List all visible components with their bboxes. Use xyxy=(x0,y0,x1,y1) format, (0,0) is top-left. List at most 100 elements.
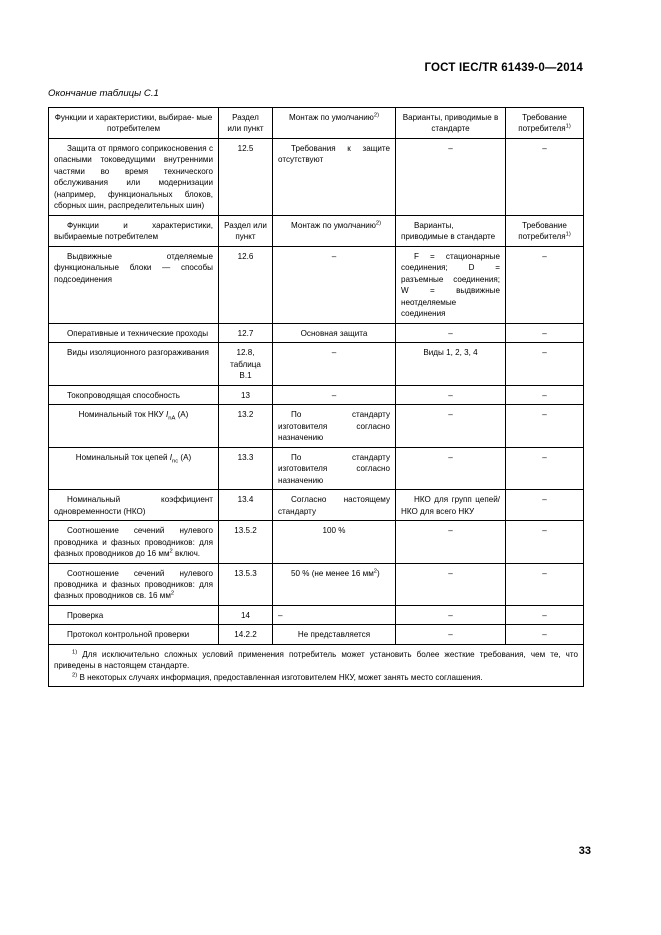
cell-options: F = стационарные соединения; D = разъемн… xyxy=(395,245,506,324)
cell-clause: 13.3 xyxy=(218,446,273,491)
footnote-2: 2) В некоторых случаях информация, предо… xyxy=(72,672,483,682)
table-repeated-header-row: Функции и характеристики, выбираемые пот… xyxy=(48,214,584,247)
header-cell-options: Варианты, приводимые в стандарте xyxy=(395,107,506,139)
cell-default: – xyxy=(272,604,396,626)
cell-clause: 12.6 xyxy=(218,245,273,324)
header-cell-requirement: Требование потребителя1) xyxy=(505,107,584,139)
table-header-row: Функции и характеристики, выбирае- мые п… xyxy=(48,107,584,139)
cell-clause: 13.4 xyxy=(218,489,273,522)
cell-function: Виды изоляционного разгораживания xyxy=(48,342,219,386)
standard-header: ГОСТ IEC/TR 61439-0—2014 xyxy=(424,62,583,74)
table-row: Номинальный коэффициент одновременности … xyxy=(48,489,584,522)
footnote-marker-2: 2) xyxy=(373,112,380,119)
cell-clause: 14 xyxy=(218,604,273,626)
cell-options: НКО для групп цепей/ НКО для всего НКУ xyxy=(395,489,506,522)
current-symbol: I xyxy=(169,452,173,462)
cell-requirement: – xyxy=(505,562,584,606)
table-row: Номинальный ток НКУ InA (A) 13.2 По стан… xyxy=(48,404,584,448)
cell-requirement: – xyxy=(505,446,584,491)
cell-options: – xyxy=(395,562,506,606)
table-row: Соотношение сечений нулевого проводника … xyxy=(48,562,584,606)
specification-table: Функции и характеристики, выбирае- мые п… xyxy=(48,107,584,688)
cell-requirement: – xyxy=(505,624,584,645)
cell-clause: 12.7 xyxy=(218,322,273,344)
table-caption: Окончание таблицы С.1 xyxy=(48,88,159,99)
cell-options: – xyxy=(395,404,506,448)
page-number: 33 xyxy=(578,845,591,857)
square-exponent: 2 xyxy=(170,590,175,597)
table-row: Проверка 14 – – – xyxy=(48,604,584,626)
current-symbol: I xyxy=(165,410,169,420)
header-cell-function: Функции и характеристики, выбирае- мые п… xyxy=(48,107,219,139)
cell-default: 50 % (не менее 16 мм2) xyxy=(272,562,396,606)
cell-clause: 12.5 xyxy=(218,137,273,216)
cell-function: Протокол контрольной проверки xyxy=(48,624,219,645)
cell-default: – xyxy=(272,245,396,324)
cell-requirement: – xyxy=(505,520,584,564)
table-row: Номинальный ток цепей Inc (A) 13.3 По ст… xyxy=(48,446,584,491)
cell-options: – xyxy=(395,322,506,344)
cell-default: Монтаж по умолчанию2) xyxy=(272,214,396,247)
cell-options: – xyxy=(395,520,506,564)
cell-function: Выдвижные отделяемые функциональные блок… xyxy=(48,245,219,324)
cell-options: – xyxy=(395,604,506,626)
table-footnotes-row: 1) Для исключительно сложных условий при… xyxy=(48,643,584,688)
cell-requirement: – xyxy=(505,342,584,386)
cell-default: Требования к защите отсутствуют xyxy=(272,137,396,216)
cell-clause: Раздел или пункт xyxy=(218,214,273,247)
header-cell-default: Монтаж по умолчанию2) xyxy=(272,107,396,139)
cell-requirement: – xyxy=(505,137,584,216)
cell-clause: 13 xyxy=(218,384,273,406)
cell-requirement: – xyxy=(505,489,584,522)
table-row: Токопроводящая способность 13 – – – xyxy=(48,384,584,406)
footnote-marker-1: 1) xyxy=(565,231,571,238)
cell-default: 100 % xyxy=(272,520,396,564)
cell-function: Защита от прямого соприкосновения с опас… xyxy=(48,137,219,216)
footnote-marker-2: 2) xyxy=(375,220,382,227)
cell-default: Не представляется xyxy=(272,624,396,645)
cell-function: Токопроводящая способность xyxy=(48,384,219,406)
cell-options: Варианты, приводимые в стандарте xyxy=(395,214,506,247)
cell-function: Проверка xyxy=(48,604,219,626)
cell-function: Оперативные и технические проходы xyxy=(48,322,219,344)
current-subscript: nA xyxy=(168,415,176,422)
square-exponent: 2 xyxy=(169,548,173,555)
table-row: Оперативные и технические проходы 12.7 О… xyxy=(48,322,584,344)
cell-function: Номинальный ток НКУ InA (A) xyxy=(48,404,219,448)
cell-requirement: – xyxy=(505,245,584,324)
cell-function: Номинальный коэффициент одновременности … xyxy=(48,489,219,522)
footnotes-cell: 1) Для исключительно сложных условий при… xyxy=(48,643,584,688)
table-row: Защита от прямого соприкосновения с опас… xyxy=(48,137,584,216)
footnote-1: 1) Для исключительно сложных условий при… xyxy=(54,649,578,671)
cell-options: – xyxy=(395,384,506,406)
cell-function: Функции и характеристики, выбираемые пот… xyxy=(48,214,219,247)
cell-requirement: – xyxy=(505,404,584,448)
header-cell-clause: Раздел или пункт xyxy=(218,107,273,139)
table-row: Соотношение сечений нулевого проводника … xyxy=(48,520,584,564)
cell-requirement: – xyxy=(505,384,584,406)
table-row: Выдвижные отделяемые функциональные блок… xyxy=(48,245,584,324)
footnote-marker-1: 1) xyxy=(72,649,78,656)
cell-default: – xyxy=(272,384,396,406)
table-row: Протокол контрольной проверки 14.2.2 Не … xyxy=(48,624,584,645)
footnote-marker-1: 1) xyxy=(565,123,571,130)
cell-clause: 12.8, таблица B.1 xyxy=(218,342,273,386)
cell-requirement: – xyxy=(505,604,584,626)
cell-options: – xyxy=(395,137,506,216)
cell-clause: 13.5.2 xyxy=(218,520,273,564)
cell-clause: 13.2 xyxy=(218,404,273,448)
cell-function: Номинальный ток цепей Inc (A) xyxy=(48,446,219,491)
cell-default: – xyxy=(272,342,396,386)
cell-default: Основная защита xyxy=(272,322,396,344)
cell-requirement: – xyxy=(505,322,584,344)
cell-default: По стандарту изготовителя согласно назна… xyxy=(272,404,396,448)
cell-function: Соотношение сечений нулевого проводника … xyxy=(48,562,219,606)
cell-clause: 13.5.3 xyxy=(218,562,273,606)
cell-default: По стандарту изготовителя согласно назна… xyxy=(272,446,396,491)
cell-options: – xyxy=(395,624,506,645)
cell-options: Виды 1, 2, 3, 4 xyxy=(395,342,506,386)
cell-default: Согласно настоящему стандарту xyxy=(272,489,396,522)
table-row: Виды изоляционного разгораживания 12.8, … xyxy=(48,342,584,386)
cell-requirement: Требование потребителя1) xyxy=(505,214,584,247)
